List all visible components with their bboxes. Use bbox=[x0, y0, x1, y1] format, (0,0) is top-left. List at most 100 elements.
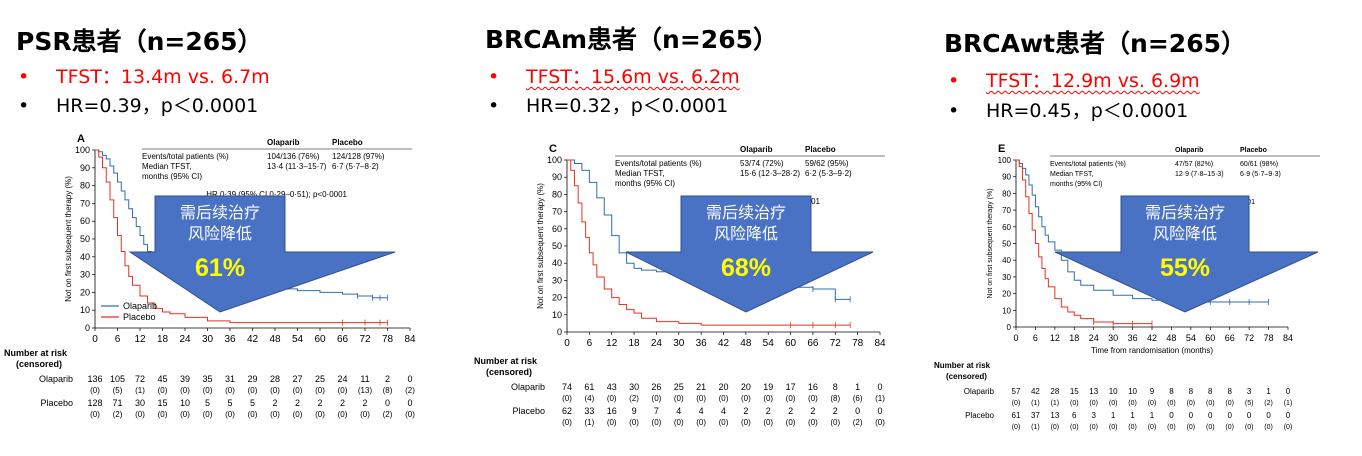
stats-header-olaparib: Olaparib bbox=[740, 145, 773, 154]
y-tick-label: 40 bbox=[80, 252, 90, 262]
arrow-text-line1: 需后续治疗 bbox=[706, 204, 786, 222]
risk-count: 35 bbox=[202, 374, 212, 384]
risk-row-label: Olaparib bbox=[39, 374, 73, 384]
risk-censored: (0) bbox=[741, 418, 751, 427]
x-tick-label: 30 bbox=[202, 334, 214, 345]
y-tick-label: 100 bbox=[998, 156, 1012, 165]
stats-placebo-value: 60/61 (98%) bbox=[1240, 161, 1278, 168]
y-tick-label: 0 bbox=[85, 323, 90, 333]
y-tick-label: 30 bbox=[552, 275, 562, 285]
risk-count: 8 bbox=[1227, 387, 1232, 396]
stats-placebo-value: 59/62 (95%) bbox=[805, 159, 849, 168]
x-tick-label: 24 bbox=[1089, 333, 1099, 343]
stats-placebo-value: 6·7 (5·7–8·2) bbox=[332, 162, 379, 171]
risk-censored: (0) bbox=[741, 394, 751, 403]
risk-count: 5 bbox=[205, 398, 210, 408]
risk-count: 1 bbox=[1266, 387, 1271, 396]
y-tick-label: 90 bbox=[552, 172, 562, 182]
risk-censored: (0) bbox=[1109, 400, 1118, 407]
bullet-dot: • bbox=[488, 95, 500, 117]
risk-censored: (0) bbox=[203, 386, 213, 395]
risk-count: 30 bbox=[629, 382, 639, 392]
risk-count: 28 bbox=[1050, 387, 1059, 396]
stats-header-olaparib: Olaparib bbox=[267, 138, 300, 147]
x-tick-label: 24 bbox=[179, 334, 191, 345]
stats-header-placebo: Placebo bbox=[805, 145, 836, 154]
x-tick-label: 54 bbox=[1186, 333, 1196, 343]
risk-row-label: Placebo bbox=[40, 398, 73, 408]
risk-censored: (0) bbox=[562, 418, 572, 427]
y-tick-label: 50 bbox=[80, 234, 90, 244]
risk-censored: (2) bbox=[405, 386, 415, 395]
risk-count: 2 bbox=[788, 406, 793, 416]
risk-censored: (0) bbox=[1167, 400, 1176, 407]
risk-censored: (0) bbox=[719, 418, 729, 427]
risk-count: 39 bbox=[180, 374, 190, 384]
risk-censored: (0) bbox=[180, 410, 190, 419]
risk-censored: (0) bbox=[1051, 424, 1060, 431]
x-tick-label: 48 bbox=[269, 334, 281, 345]
x-tick-label: 6 bbox=[115, 334, 121, 345]
risk-count: 3 bbox=[1247, 387, 1252, 396]
y-tick-label: 80 bbox=[552, 189, 562, 199]
risk-count: 62 bbox=[562, 406, 572, 416]
stats-header-placebo: Placebo bbox=[332, 138, 363, 147]
bullet-dot: • bbox=[18, 66, 30, 88]
y-tick-label: 50 bbox=[1002, 240, 1011, 249]
risk-count: 30 bbox=[135, 398, 145, 408]
stats-header-placebo: Placebo bbox=[1240, 147, 1267, 154]
arrow-text-line1: 需后续治疗 bbox=[1145, 204, 1225, 222]
risk-censored: (0) bbox=[719, 394, 729, 403]
arrow-text-line2: 风险降低 bbox=[188, 225, 252, 243]
x-tick-label: 54 bbox=[292, 334, 304, 345]
x-tick-label: 60 bbox=[785, 338, 797, 349]
x-tick-label: 18 bbox=[629, 338, 641, 349]
risk-censored: (0) bbox=[1206, 400, 1215, 407]
stats-row-label: Median TFST, bbox=[142, 162, 192, 171]
tfst-text: TFST：15.6m vs. 6.2m bbox=[526, 66, 740, 88]
risk-count: 1 bbox=[855, 382, 860, 392]
risk-censored: (0) bbox=[158, 386, 168, 395]
risk-count: 4 bbox=[721, 406, 726, 416]
risk-count: 0 bbox=[1266, 411, 1271, 420]
x-tick-label: 48 bbox=[740, 338, 752, 349]
risk-censored: (0) bbox=[1128, 424, 1137, 431]
tfst-text: TFST：12.9m vs. 6.9m bbox=[986, 70, 1200, 92]
risk-reduction-arrow bbox=[625, 195, 874, 313]
risk-count: 1 bbox=[1130, 411, 1135, 420]
risk-censored: (0) bbox=[786, 418, 796, 427]
y-tick-label: 20 bbox=[1002, 290, 1011, 299]
risk-count: 0 bbox=[385, 398, 390, 408]
y-tick-label: 30 bbox=[1002, 273, 1011, 282]
x-tick-label: 72 bbox=[359, 334, 371, 345]
risk-count: 0 bbox=[1227, 411, 1232, 420]
hr-bullet: • HR=0.45，p＜0.0001 bbox=[948, 96, 1188, 123]
x-tick-label: 30 bbox=[673, 338, 685, 349]
panel-brcam: BRCAm患者（n=265） • TFST：15.6m vs. 6.2m • HR=… bbox=[470, 0, 910, 456]
risk-count: 25 bbox=[674, 382, 684, 392]
risk-count: 105 bbox=[110, 374, 125, 384]
x-tick-label: 6 bbox=[1033, 333, 1038, 343]
risk-count: 8 bbox=[1169, 387, 1174, 396]
risk-count: 0 bbox=[1247, 411, 1252, 420]
stats-olaparib-value: 13·4 (11·3–15·7) bbox=[267, 162, 327, 171]
risk-table-subheader: (censored) bbox=[486, 367, 532, 377]
risk-censored: (2) bbox=[113, 410, 123, 419]
risk-count: 9 bbox=[632, 406, 637, 416]
risk-table-subheader: (censored) bbox=[16, 359, 62, 369]
x-tick-label: 72 bbox=[1244, 333, 1254, 343]
risk-row-label: Placebo bbox=[512, 406, 545, 416]
y-tick-label: 70 bbox=[80, 198, 90, 208]
risk-count: 2 bbox=[295, 398, 300, 408]
x-tick-label: 12 bbox=[606, 338, 618, 349]
x-tick-label: 30 bbox=[1108, 333, 1118, 343]
risk-reduction-percent: 61% bbox=[195, 254, 245, 282]
x-tick-label: 0 bbox=[92, 334, 98, 345]
stats-row-label: Median TFST, bbox=[615, 169, 665, 178]
risk-count: 42 bbox=[1031, 387, 1040, 396]
hr-bullet: • HR=0.39，p＜0.0001 bbox=[18, 91, 258, 118]
risk-censored: (8) bbox=[830, 394, 840, 403]
risk-table-header: Number at risk bbox=[4, 348, 68, 358]
